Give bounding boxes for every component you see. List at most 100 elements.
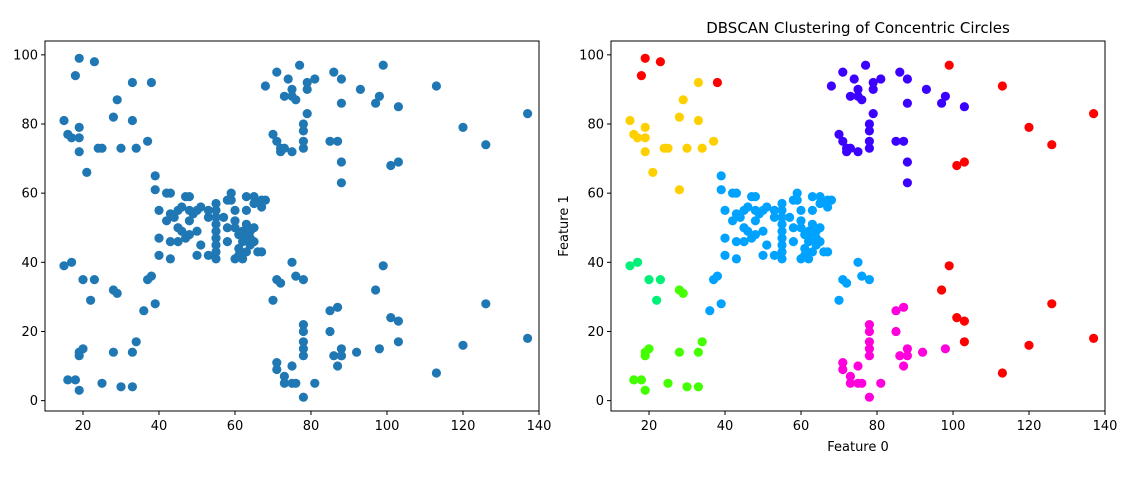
panel1-series1-point bbox=[230, 223, 240, 233]
panel2-series2-point bbox=[937, 285, 947, 295]
panel1-series1-point bbox=[74, 53, 84, 63]
panel1-series1-point bbox=[298, 143, 308, 153]
panel2-series3-point bbox=[861, 60, 871, 70]
panel1-series1-point bbox=[393, 337, 403, 347]
panel1-series1-point bbox=[211, 247, 221, 257]
panel1-series1-point bbox=[127, 382, 137, 392]
panel1-series1-point bbox=[298, 344, 308, 354]
panel1-series1-point bbox=[298, 337, 308, 347]
panel2-series3-point bbox=[902, 98, 913, 108]
panel1-series1-point bbox=[211, 233, 221, 243]
panel1-series1-point bbox=[165, 188, 175, 198]
panel1-series1-point bbox=[143, 275, 153, 285]
panel2-series2-point bbox=[636, 71, 647, 81]
panel1-series1-point bbox=[78, 275, 88, 285]
panel2-series4-point bbox=[777, 212, 787, 222]
panel1-series1-point bbox=[287, 361, 297, 371]
panel2-series3-point bbox=[838, 67, 848, 77]
panel1-series1-point bbox=[108, 347, 118, 357]
panel1-series1-point bbox=[203, 212, 213, 222]
panel2-series6-point bbox=[636, 375, 647, 385]
panel2-y-tick-label: 60 bbox=[587, 187, 604, 202]
panel2-series4-point bbox=[743, 202, 753, 212]
panel2-series4-point bbox=[777, 240, 787, 250]
panel1-y-tick-label: 60 bbox=[21, 187, 38, 202]
panel2-series3-point bbox=[845, 91, 856, 101]
panel1-series1-point bbox=[211, 240, 221, 250]
panel2-series7-point bbox=[902, 351, 913, 361]
panel1-series1-point bbox=[249, 237, 259, 247]
panel1-series1-point bbox=[63, 375, 73, 385]
panel1-series1-point bbox=[272, 364, 282, 375]
panel1-series1-point bbox=[291, 95, 301, 105]
panel2-series1-point bbox=[640, 122, 650, 132]
panel2-series2-point bbox=[959, 337, 970, 347]
panel1-series1-point bbox=[336, 157, 346, 167]
panel2-series6-point bbox=[663, 378, 673, 388]
panel1-series1-point bbox=[74, 385, 84, 395]
panel1-series1-point bbox=[241, 247, 251, 257]
panel1-series1-point bbox=[458, 122, 468, 132]
panel2-series3-point bbox=[868, 84, 878, 94]
panel2-series4-point bbox=[731, 188, 742, 198]
panel2-series4-point bbox=[777, 254, 787, 264]
panel1-series1-point bbox=[302, 77, 312, 88]
panel2-series7-point bbox=[864, 344, 875, 354]
panel2-series4-point bbox=[739, 237, 749, 247]
panel2-series4-point bbox=[731, 237, 742, 247]
panel2-series3-point bbox=[864, 126, 875, 136]
panel1-series1-point bbox=[333, 136, 343, 146]
panel1-series1-point bbox=[238, 254, 248, 264]
panel2-series6-point bbox=[629, 375, 639, 385]
panel2-series6-point bbox=[693, 382, 704, 392]
panel1-series1-point bbox=[333, 302, 343, 312]
panel2-series5-point bbox=[633, 257, 643, 267]
panel1-series1-point bbox=[169, 212, 179, 222]
panel2-series4-point bbox=[716, 299, 726, 309]
panel1-series1-point bbox=[374, 344, 384, 354]
panel2-series4-point bbox=[826, 195, 837, 205]
panel2-series4-point bbox=[777, 247, 787, 257]
panel2-series1-point bbox=[663, 143, 673, 153]
panel1-series1-point bbox=[108, 112, 118, 122]
panel2-series3-point bbox=[921, 84, 932, 94]
panel1-series1-point bbox=[222, 223, 232, 233]
panel1-series1-point bbox=[272, 136, 282, 146]
panel1-series1-point bbox=[177, 226, 187, 236]
panel2-series3-point bbox=[868, 77, 878, 88]
panel2-series3-point bbox=[853, 84, 863, 94]
panel2-x-tick-label: 100 bbox=[941, 419, 966, 434]
panel2-series4-point bbox=[709, 275, 719, 285]
panel1-series1-point bbox=[154, 250, 164, 260]
panel2-series4-point bbox=[777, 198, 787, 209]
panel1-series1-point bbox=[226, 195, 236, 205]
panel2-series1-point bbox=[693, 77, 704, 88]
panel2-x-tick-label: 40 bbox=[717, 419, 734, 434]
panel1-x-tick-label: 80 bbox=[303, 419, 320, 434]
panel2-series4-point bbox=[823, 247, 833, 257]
panel1-series1-point bbox=[374, 91, 384, 101]
panel2-series1-point bbox=[640, 147, 650, 157]
panel2-series5-point bbox=[652, 295, 662, 305]
panel2-series4-point bbox=[815, 198, 825, 209]
panel2-series7-point bbox=[864, 320, 875, 330]
panel1-series1-point bbox=[211, 219, 221, 229]
panel1-series1-point bbox=[143, 136, 153, 146]
panel1-series1-point bbox=[523, 109, 533, 119]
panel2-series7-point bbox=[940, 344, 951, 354]
panel2-series4-point bbox=[864, 275, 875, 285]
panel2-x-tick-label: 60 bbox=[793, 419, 810, 434]
panel2-series3-point bbox=[959, 102, 970, 112]
panel1-series1-point bbox=[523, 333, 533, 343]
panel1-series1-point bbox=[355, 84, 365, 94]
panel2-series4-point bbox=[796, 223, 806, 233]
panel1-series1-point bbox=[431, 368, 441, 378]
panel2-series4-point bbox=[815, 223, 825, 233]
panel2-series4-point bbox=[750, 216, 761, 226]
panel2-series3-point bbox=[849, 74, 859, 84]
panel1-series1-point bbox=[279, 91, 289, 101]
panel2-series3-point bbox=[902, 178, 913, 188]
panel2-series4-point bbox=[720, 205, 730, 215]
panel2-series3-point bbox=[857, 95, 867, 105]
